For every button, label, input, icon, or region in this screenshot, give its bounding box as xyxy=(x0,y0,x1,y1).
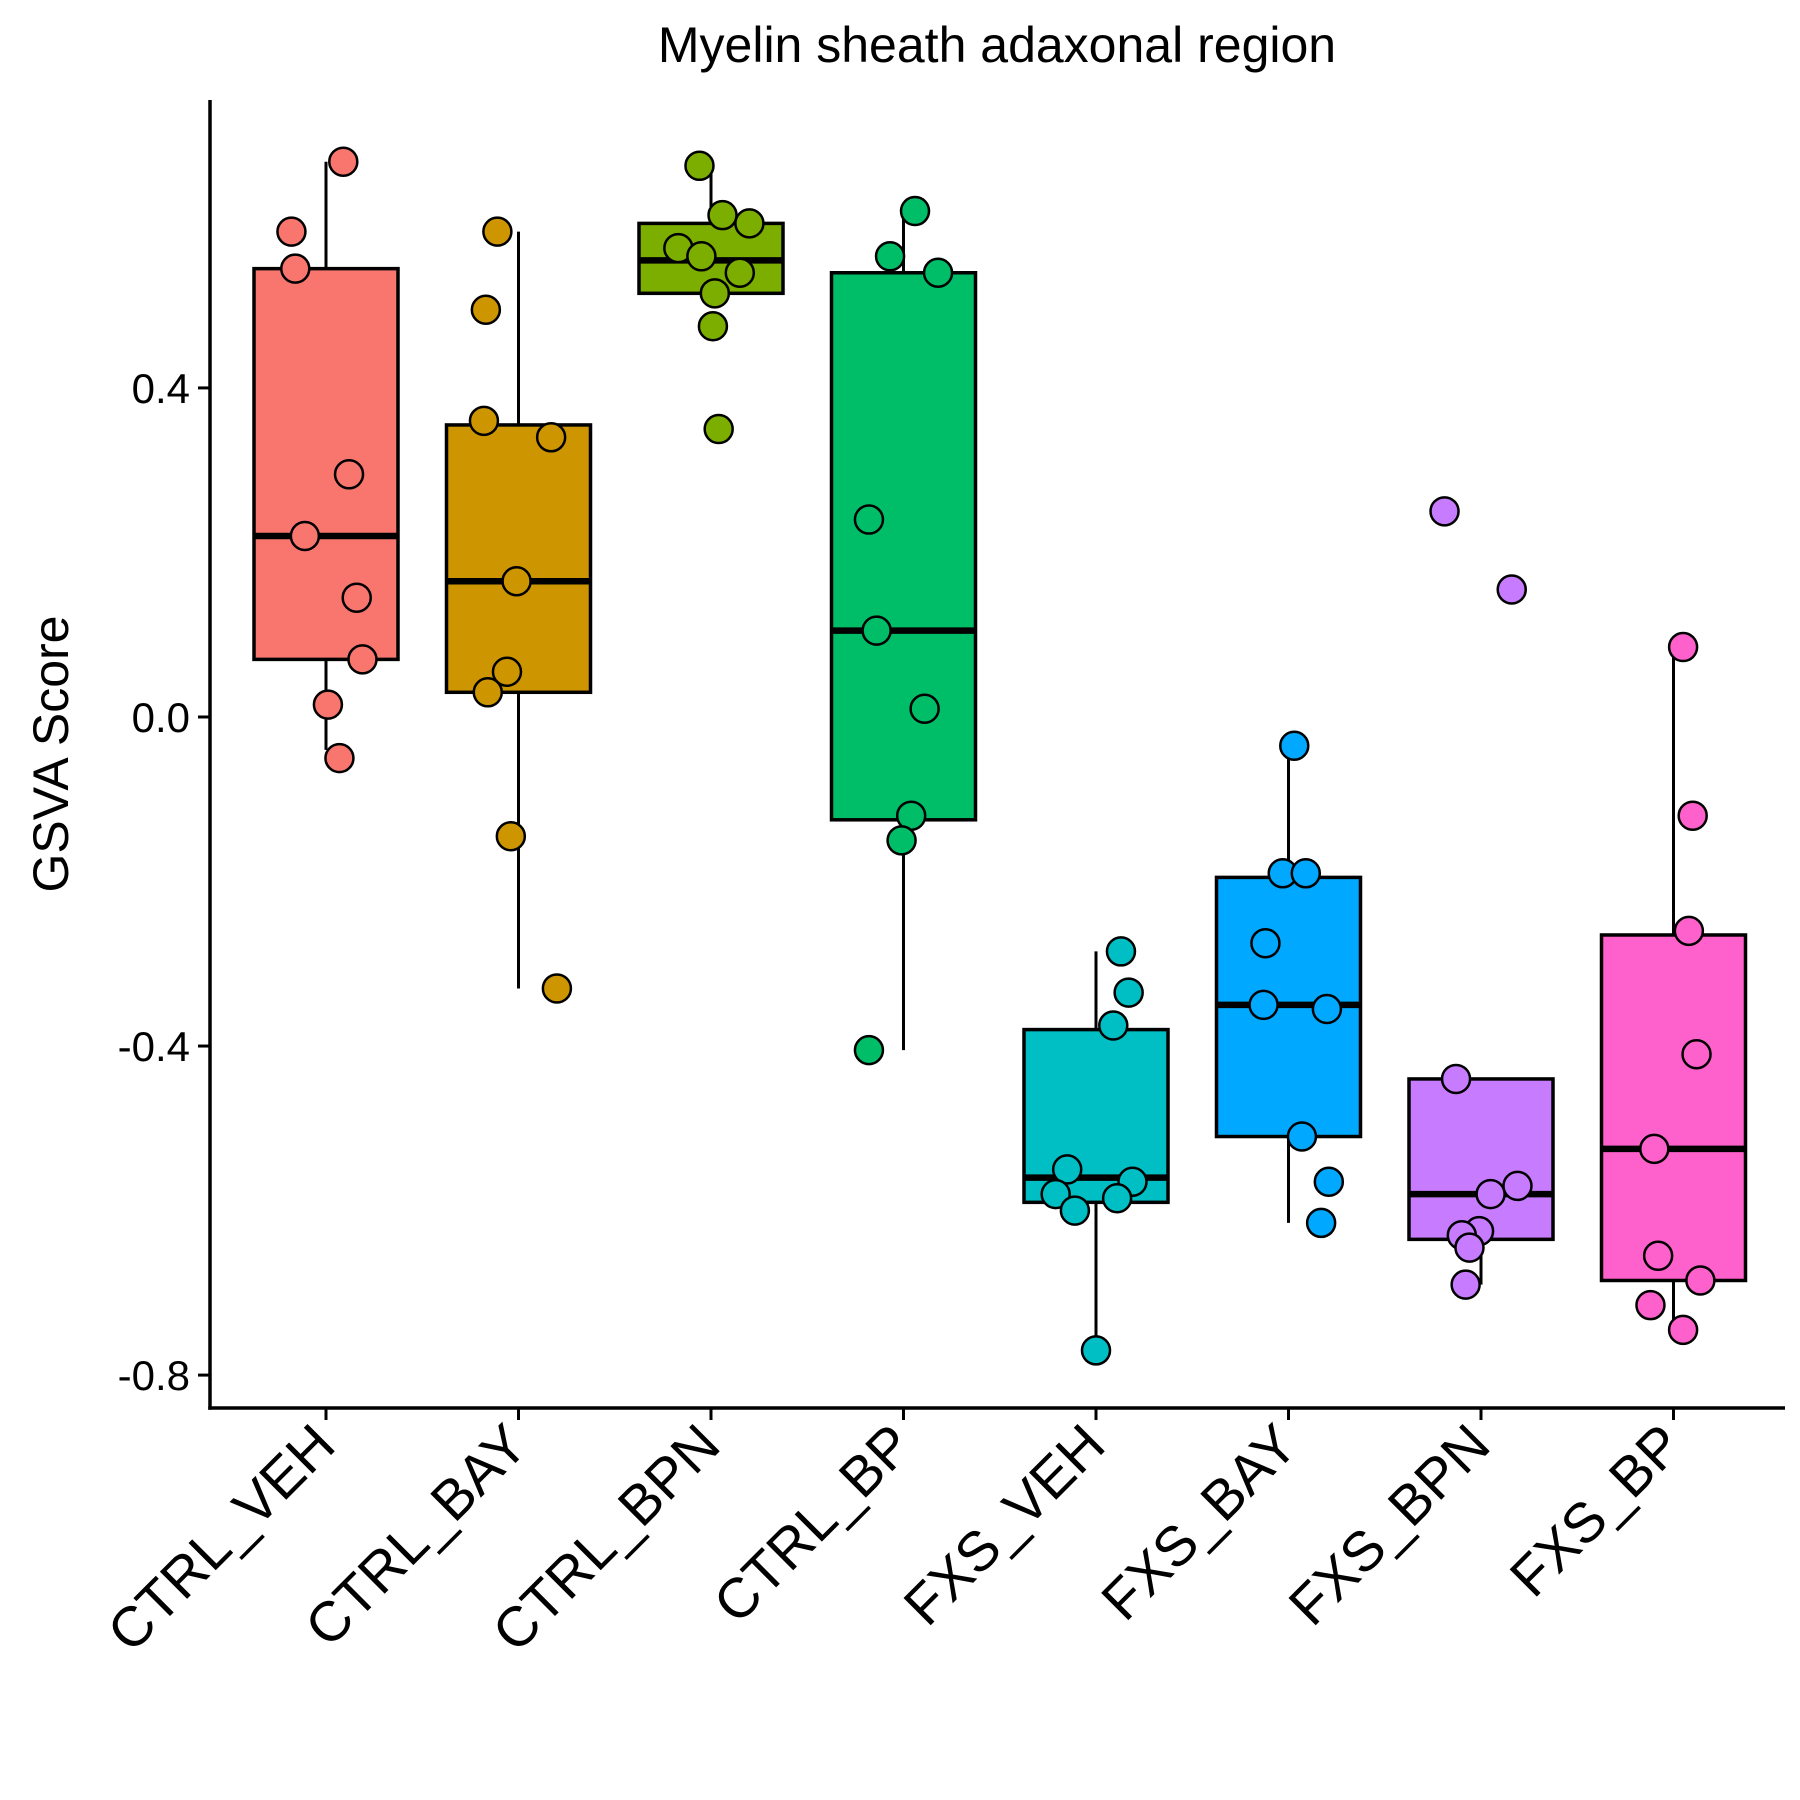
data-point xyxy=(1685,1265,1716,1296)
data-point xyxy=(874,241,906,272)
data-point xyxy=(1059,1195,1091,1226)
data-point xyxy=(1667,631,1699,663)
box xyxy=(829,271,978,822)
y-axis-title: GSVA Score xyxy=(23,616,79,893)
box xyxy=(252,266,400,662)
data-point xyxy=(1454,1232,1485,1263)
data-point xyxy=(909,693,940,725)
data-point xyxy=(703,413,734,445)
data-point xyxy=(1105,936,1137,967)
data-point xyxy=(724,257,756,289)
data-point xyxy=(1051,1154,1083,1185)
data-point xyxy=(1098,1010,1129,1041)
data-point xyxy=(289,520,321,552)
data-point xyxy=(1311,993,1343,1025)
data-point xyxy=(1440,1063,1472,1095)
data-point xyxy=(699,278,731,309)
y-tick-label: -0.8 xyxy=(118,1352,190,1399)
data-point xyxy=(1639,1133,1670,1165)
data-point xyxy=(899,195,931,227)
data-point xyxy=(333,459,365,490)
box-group-ctrl-veh xyxy=(252,146,400,774)
data-point xyxy=(1635,1289,1666,1321)
data-point xyxy=(1677,800,1708,831)
data-point xyxy=(1080,1335,1112,1366)
box-group-ctrl-bay xyxy=(444,216,593,1004)
data-point xyxy=(495,821,527,852)
data-point xyxy=(347,644,378,675)
box-group-fxs-bpn xyxy=(1407,496,1555,1300)
data-point xyxy=(276,216,307,247)
data-point xyxy=(541,973,573,1004)
data-point xyxy=(1667,1314,1699,1346)
box-group-ctrl-bpn xyxy=(637,150,785,445)
data-point xyxy=(1040,1178,1071,1210)
data-point xyxy=(1305,1207,1337,1239)
data-point xyxy=(312,689,344,720)
data-point xyxy=(1250,927,1281,959)
data-point xyxy=(341,582,372,613)
data-point xyxy=(1502,1170,1533,1202)
box-group-fxs-bp xyxy=(1599,631,1748,1346)
data-point xyxy=(853,1034,885,1066)
data-point xyxy=(1496,574,1527,605)
data-point xyxy=(707,199,738,231)
data-point xyxy=(1113,977,1144,1008)
box-group-fxs-bay xyxy=(1214,730,1363,1239)
data-point xyxy=(1286,1121,1318,1152)
y-tick-label: 0.4 xyxy=(132,365,190,412)
data-point xyxy=(482,216,513,247)
box xyxy=(1022,1027,1170,1205)
data-point xyxy=(324,742,355,774)
data-point xyxy=(861,615,892,646)
y-tick-label: 0.0 xyxy=(132,694,190,741)
data-point xyxy=(853,504,885,535)
data-point xyxy=(1450,1269,1481,1300)
data-point xyxy=(328,146,359,177)
data-point xyxy=(1429,496,1460,527)
data-point xyxy=(1681,1039,1712,1070)
box-group-fxs-veh xyxy=(1022,936,1170,1366)
data-point xyxy=(684,150,715,182)
x-tick-label: FXS_BP xyxy=(1498,1412,1694,1608)
data-point xyxy=(922,257,954,289)
data-point xyxy=(468,405,500,437)
data-point xyxy=(686,241,717,272)
data-point xyxy=(734,208,765,239)
data-point xyxy=(470,294,502,326)
data-point xyxy=(697,310,729,342)
x-tick-label: FXS_VEH xyxy=(891,1412,1116,1637)
data-point xyxy=(1642,1240,1674,1272)
x-tick-label: FXS_BAY xyxy=(1089,1412,1309,1632)
box xyxy=(1407,1077,1555,1242)
data-point xyxy=(1475,1178,1506,1210)
data-point xyxy=(886,825,917,856)
data-point xyxy=(1290,858,1322,889)
data-point xyxy=(1248,989,1279,1021)
data-point xyxy=(1101,1182,1133,1214)
x-tick-label: CTRL_BP xyxy=(701,1412,924,1635)
data-point xyxy=(1279,730,1310,762)
data-point xyxy=(1673,915,1705,947)
y-tick-label: -0.4 xyxy=(118,1023,190,1070)
data-point xyxy=(472,677,504,708)
box xyxy=(1599,933,1748,1283)
plot-area xyxy=(252,146,1748,1366)
data-point xyxy=(1313,1166,1345,1198)
data-point xyxy=(535,422,567,453)
data-point xyxy=(501,565,532,597)
chart-title: Myelin sheath adaxonal region xyxy=(658,17,1336,73)
box-group-ctrl-bp xyxy=(829,195,978,1066)
x-tick-label: FXS_BPN xyxy=(1276,1412,1501,1637)
data-point xyxy=(280,253,311,284)
box xyxy=(444,423,593,695)
data-point xyxy=(491,656,523,687)
